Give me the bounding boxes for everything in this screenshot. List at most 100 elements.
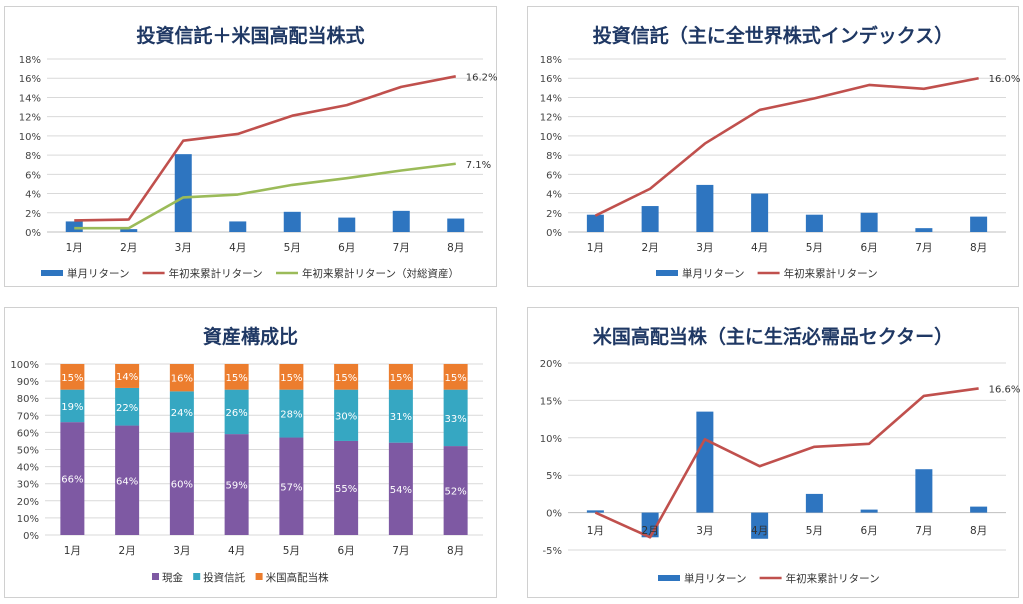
legend-swatch <box>255 573 263 580</box>
data-label: 22% <box>116 403 138 414</box>
chart-title: 米国高配当株（主に生活必需品セクター） <box>592 326 954 348</box>
y-tick-label: 60% <box>17 428 39 439</box>
stack-segment-米国高配当株 <box>60 364 85 390</box>
bar-4月 <box>751 193 769 232</box>
legend-label: 投資信託 <box>203 571 245 584</box>
chart-panel-us: 米国高配当株（主に生活必需品セクター） -5% 0% 5% 10% 15% 20% 16.6… <box>527 307 1020 598</box>
bar-6月 <box>860 509 878 513</box>
data-label: 14% <box>116 372 138 383</box>
chart-us-svg: -5% 0% 5% 10% 15% 20% 16.6% 1月 2月 3月 4月 5月 6月 7月 8月単月リ… <box>540 359 1020 585</box>
legend-swatch <box>193 573 201 580</box>
bar-7月 <box>392 210 410 232</box>
stack-segment-現金 <box>334 440 359 535</box>
bar-4月 <box>229 221 247 232</box>
x-tick-label: 5月 <box>806 525 823 537</box>
data-label: 24% <box>171 408 193 419</box>
stack-segment-現金 <box>388 442 413 535</box>
x-tick-label: 7月 <box>393 242 410 254</box>
y-tick-label: 50% <box>17 446 39 457</box>
y-tick-label: 0% <box>25 228 41 239</box>
y-tick-label: 5% <box>546 471 562 482</box>
x-tick-label: 1月 <box>64 545 81 557</box>
bar-7月 <box>915 228 933 232</box>
x-tick-label: 5月 <box>284 242 301 254</box>
x-tick-label: 4月 <box>229 242 246 254</box>
legend-label: 単月リターン <box>67 267 129 280</box>
data-label: 15% <box>445 373 467 384</box>
bar-8月 <box>970 216 988 232</box>
legend-swatch-bar <box>656 270 678 276</box>
chart-total-svg: 0% 2% 4% 6% 8% 10% 12% 14% 16% 18% 16.2% 7.1% 1月 2月 3月… <box>19 55 498 280</box>
data-label: 15% <box>335 373 357 384</box>
end-data-label: 7.1% <box>466 160 491 171</box>
bar-2月 <box>120 229 138 232</box>
legend-label: 単月リターン <box>684 572 746 585</box>
x-tick-label: 1月 <box>587 525 604 537</box>
x-tick-label: 8月 <box>447 242 464 254</box>
bar-5月 <box>283 211 301 232</box>
x-tick-label: 5月 <box>283 545 300 557</box>
x-tick-label: 1月 <box>66 242 83 254</box>
x-tick-label: 3月 <box>696 525 713 537</box>
y-tick-label: 0% <box>23 531 39 542</box>
data-label: 33% <box>445 414 467 425</box>
x-tick-label: 2月 <box>120 242 137 254</box>
data-label: 55% <box>335 484 357 495</box>
stack-segment-投資信託 <box>169 391 194 433</box>
data-label: 28% <box>280 410 302 421</box>
data-label: 16% <box>171 374 193 385</box>
y-tick-label: 20% <box>540 359 562 370</box>
legend-swatch-bar <box>41 270 63 276</box>
chart-title: 投資信託＋米国高配当株式 <box>136 25 365 47</box>
legend-label: 年初来累計リターン（対総資産） <box>302 267 459 280</box>
y-tick-label: 30% <box>17 480 39 491</box>
y-tick-label: 15% <box>540 396 562 407</box>
data-label: 59% <box>226 481 248 492</box>
y-tick-label: 16% <box>19 74 41 85</box>
data-label: 15% <box>280 373 302 384</box>
y-tick-label: 8% <box>25 151 41 162</box>
legend-label: 現金 <box>162 571 183 584</box>
stack-segment-現金 <box>115 425 140 535</box>
stack-segment-米国高配当株 <box>334 364 359 390</box>
data-label: 54% <box>390 485 412 496</box>
bar-7月 <box>915 469 933 513</box>
y-tick-label: 18% <box>540 55 562 66</box>
bar-1月 <box>586 510 604 513</box>
chart-allocation-svg: 0% 10% 20% 30% 40% 50% 60% 70% 80% 90% 100% 66% 19% 1… <box>10 360 483 584</box>
end-data-label: 16.2% <box>466 72 498 83</box>
x-tick-label: 3月 <box>175 242 192 254</box>
y-tick-label: 12% <box>19 113 41 124</box>
bar-3月 <box>696 184 714 232</box>
x-tick-label: 6月 <box>338 545 355 557</box>
y-tick-label: 6% <box>546 170 562 181</box>
bar-5月 <box>805 493 823 513</box>
stack-segment-米国高配当株 <box>115 364 140 388</box>
y-tick-label: 70% <box>17 411 39 422</box>
data-label: 19% <box>61 402 83 413</box>
legend-label: 年初来累計リターン <box>784 267 878 280</box>
stack-segment-現金 <box>224 434 249 535</box>
stack-segment-米国高配当株 <box>279 364 304 390</box>
y-tick-label: 4% <box>546 190 562 201</box>
y-tick-label: 4% <box>25 190 41 201</box>
legend-label: 年初来累計リターン <box>169 267 263 280</box>
y-tick-label: 10% <box>17 514 39 525</box>
y-tick-label: 10% <box>540 434 562 445</box>
chart-fund-svg: 0% 2% 4% 6% 8% 10% 12% 14% 16% 18% 16.0% 1月 2月 3月 4月 5月… <box>540 55 1020 280</box>
y-tick-label: 14% <box>19 93 41 104</box>
data-label: 30% <box>335 411 357 422</box>
stack-segment-現金 <box>60 422 85 535</box>
chart-title: 投資信託（主に全世界株式インデックス） <box>592 25 954 47</box>
bar-8月 <box>970 506 988 513</box>
x-tick-label: 8月 <box>970 525 987 537</box>
data-label: 52% <box>445 487 467 498</box>
data-label: 15% <box>390 373 412 384</box>
x-tick-label: 4月 <box>228 545 245 557</box>
stack-segment-投資信託 <box>279 389 304 438</box>
x-tick-label: 3月 <box>696 242 713 254</box>
bar-2月 <box>641 206 659 232</box>
data-label: 66% <box>61 475 83 486</box>
y-tick-label: 0% <box>546 228 562 239</box>
bar-5月 <box>805 214 823 232</box>
